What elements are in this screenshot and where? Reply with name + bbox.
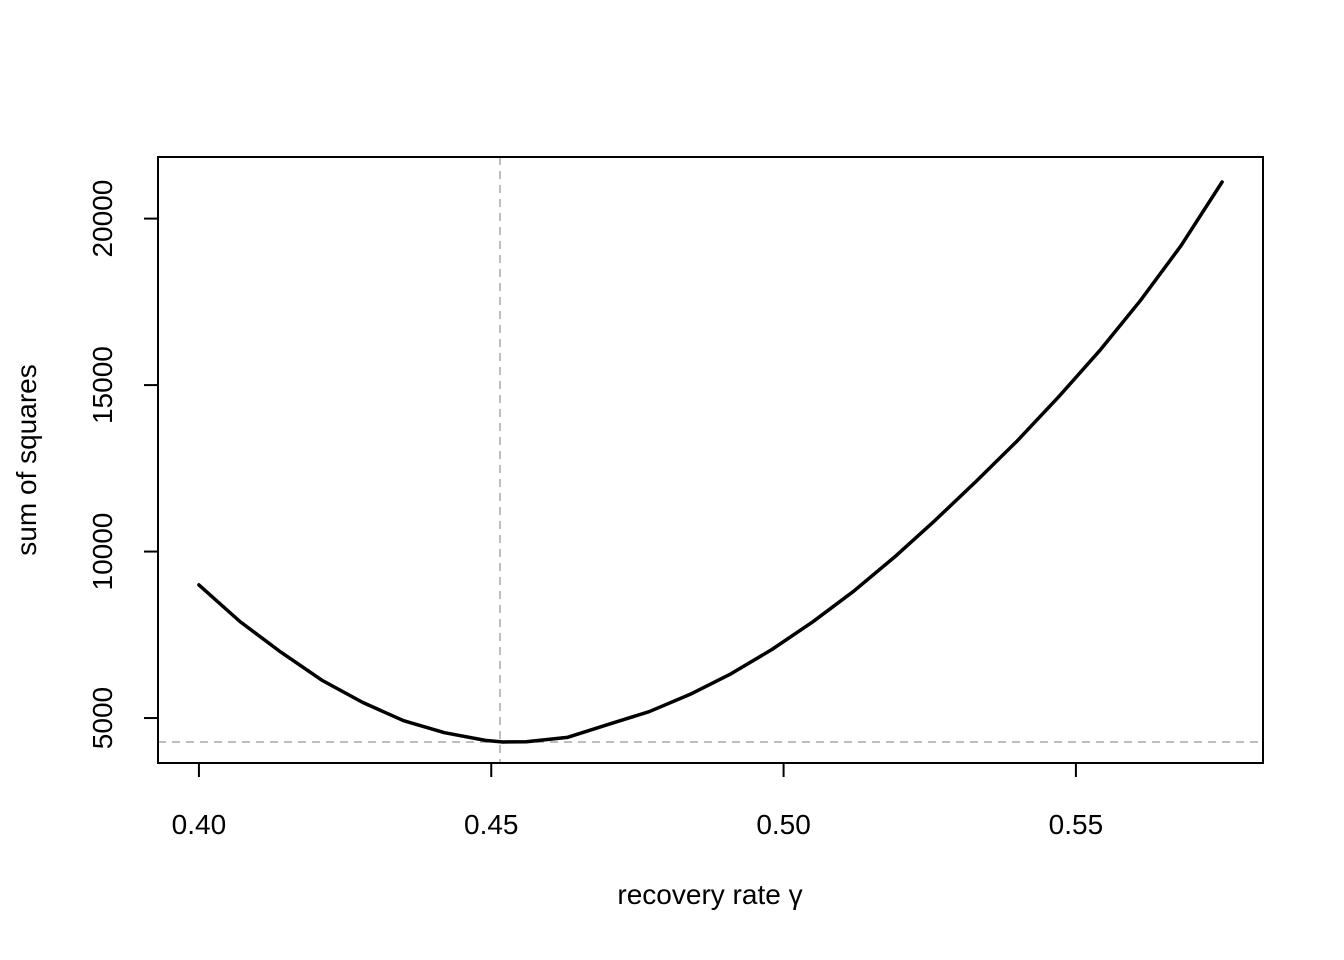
y-tick-label: 10000 <box>87 513 118 591</box>
sum-of-squares-curve <box>197 180 1224 744</box>
x-tick-label: 0.40 <box>172 809 227 840</box>
y-tick-label: 5000 <box>87 687 118 749</box>
y-tick-label: 20000 <box>87 180 118 258</box>
x-tick-label: 0.45 <box>464 809 519 840</box>
x-tick-label: 0.55 <box>1049 809 1104 840</box>
x-axis-title: recovery rate γ <box>617 879 802 910</box>
y-axis-title: sum of squares <box>11 364 42 555</box>
reference-lines <box>158 157 1263 763</box>
plot-frame <box>157 156 1264 764</box>
y-axis: 5000 10000 15000 20000 <box>87 180 159 749</box>
x-tick-label: 0.50 <box>756 809 811 840</box>
x-axis: 0.40 0.45 0.50 0.55 <box>172 762 1104 840</box>
y-tick-label: 15000 <box>87 346 118 424</box>
